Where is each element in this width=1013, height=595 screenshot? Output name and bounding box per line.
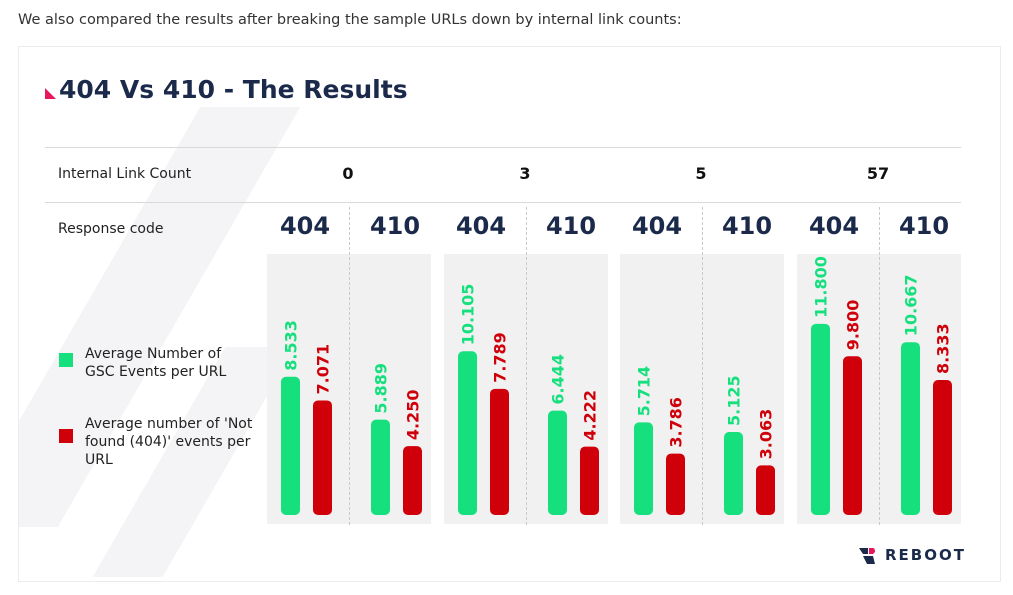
data-label-gsc: 10.667 (902, 274, 921, 336)
data-label-notfound: 7.789 (491, 332, 510, 383)
data-label-gsc: 10.105 (459, 284, 478, 346)
bar-notfound (580, 446, 599, 515)
data-label-gsc: 8.533 (282, 320, 301, 371)
chart-title: 404 Vs 410 - The Results (59, 75, 408, 104)
data-label-notfound: 3.063 (757, 409, 776, 460)
legend-swatch-red (59, 429, 73, 443)
response-code-label: 404 (455, 212, 507, 240)
bar-gsc (371, 419, 390, 515)
data-label-notfound: 4.222 (581, 390, 600, 441)
data-label-notfound: 9.800 (844, 300, 863, 351)
legend-label-notfound: Average number of 'Not found (404)' even… (85, 416, 253, 468)
bar-notfound (403, 446, 422, 515)
response-code-label: 410 (721, 212, 773, 240)
brand-logo-text: REBOOT (885, 546, 966, 564)
link-count-label: 5 (695, 164, 707, 183)
bar-gsc (458, 351, 477, 515)
response-code-label: 410 (898, 212, 950, 240)
data-label-notfound: 7.071 (314, 344, 333, 395)
link-count-label: 57 (866, 164, 890, 183)
bar-notfound (756, 465, 775, 515)
link-count-label: 0 (342, 164, 354, 183)
link-count-label: 3 (519, 164, 531, 183)
bar-gsc (634, 422, 653, 515)
response-code-label: 410 (545, 212, 597, 240)
bar-notfound (933, 380, 952, 515)
bar-gsc (724, 431, 743, 515)
data-label-gsc: 5.889 (372, 363, 391, 414)
legend-label-gsc: Average Number of GSC Events per URL (85, 346, 227, 380)
response-code-label: 404 (631, 212, 683, 240)
title-accent-icon (45, 88, 56, 99)
row-label-response-code: Response code (58, 221, 164, 237)
bar-notfound (843, 356, 862, 515)
subgroup-separator (526, 207, 527, 525)
bar-gsc (901, 342, 920, 515)
bar-gsc (281, 376, 300, 515)
header-divider (45, 202, 961, 203)
intro-text: We also compared the results after break… (18, 12, 682, 28)
bar-notfound (490, 388, 509, 515)
subgroup-separator (702, 207, 703, 525)
bar-gsc (811, 323, 830, 515)
data-label-gsc: 6.444 (549, 354, 568, 405)
bar-gsc (548, 410, 567, 515)
header-divider (45, 147, 961, 148)
data-label-gsc: 11.800 (812, 256, 831, 318)
response-code-label: 410 (369, 212, 421, 240)
response-code-label: 404 (808, 212, 860, 240)
response-code-label: 404 (279, 212, 331, 240)
bar-notfound (666, 453, 685, 515)
bar-chart: 8.533 7.071 5.889 4.250 10.105 7.789 6.444 4.22… (281, 256, 953, 515)
data-label-notfound: 4.250 (404, 390, 423, 441)
data-label-notfound: 3.786 (667, 397, 686, 448)
results-card: 404 Vs 410 - The Results Internal Link C… (18, 46, 1001, 582)
subgroup-separator (879, 207, 880, 525)
row-label-link-count: Internal Link Count (58, 166, 192, 182)
bar-notfound (313, 400, 332, 515)
data-label-gsc: 5.125 (725, 375, 744, 426)
reboot-logo-icon (859, 548, 875, 564)
data-label-notfound: 8.333 (934, 323, 953, 374)
data-label-gsc: 5.714 (635, 366, 654, 417)
subgroup-separator (349, 207, 350, 525)
legend-swatch-green (59, 353, 73, 367)
